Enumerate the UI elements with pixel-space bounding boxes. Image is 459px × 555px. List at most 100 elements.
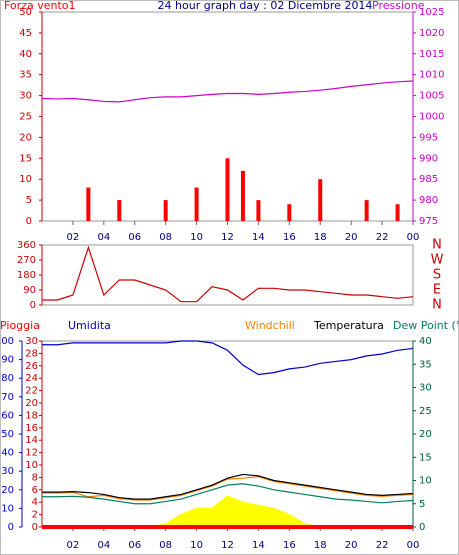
tick-label: 25	[419, 406, 432, 417]
x-tick-label: 02	[67, 540, 80, 551]
tick-label: 4	[32, 497, 38, 508]
x-tick-label: 08	[159, 232, 172, 243]
tick-label: 360	[17, 240, 36, 251]
bar	[318, 179, 323, 221]
bar	[287, 204, 292, 221]
series-label: Pioggia	[0, 319, 40, 332]
tick-label: 1010	[419, 70, 444, 81]
tick-label: 0	[32, 522, 38, 533]
tick-label: 30	[1, 466, 14, 477]
tick-label: 985	[419, 174, 438, 185]
tick-label: 35	[419, 359, 432, 370]
x-tick-label: 00	[407, 540, 420, 551]
x-tick-label: 18	[314, 540, 327, 551]
x-tick-label: 12	[221, 232, 234, 243]
tick-label: 14	[25, 435, 38, 446]
tick-label: 980	[419, 195, 438, 206]
tick-label: 270	[17, 255, 36, 266]
tick-label: 90	[1, 355, 14, 366]
bar	[240, 170, 245, 221]
tick-label: 30	[419, 383, 432, 394]
series-label: Windchill	[245, 319, 295, 332]
tick-label: 6	[32, 485, 38, 496]
line	[41, 80, 414, 103]
tick-label: 26	[25, 361, 38, 372]
x-tick-label: 08	[159, 540, 172, 551]
tick-label: 50	[19, 7, 32, 18]
tick-label: 20	[1, 485, 14, 496]
x-tick-label: 06	[128, 540, 141, 551]
tick-label: 22	[25, 386, 38, 397]
tick-label: 40	[1, 448, 14, 459]
bar	[117, 200, 122, 221]
tick-label: 15	[19, 153, 32, 164]
bar	[163, 200, 168, 221]
bar	[256, 200, 261, 221]
x-tick-label: 10	[190, 540, 203, 551]
x-tick-label: 02	[67, 232, 80, 243]
x-tick-label: 04	[97, 232, 110, 243]
tick-label: 20	[419, 429, 432, 440]
x-tick-label: 14	[252, 232, 265, 243]
tick-label: 24	[25, 373, 38, 384]
tick-label: 0	[8, 522, 14, 533]
tick-label: 35	[19, 70, 32, 81]
tick-label: N	[432, 238, 442, 253]
tick-label: 70	[1, 392, 14, 403]
line	[42, 476, 414, 501]
tick-label: 45	[19, 28, 32, 39]
x-tick-label: 20	[345, 232, 358, 243]
tick-label: 5	[419, 499, 425, 510]
x-tick-label: 22	[376, 232, 389, 243]
series-label: Dew Point (°C	[393, 319, 459, 332]
tick-label: 10	[419, 476, 432, 487]
series-label: Umidita	[68, 319, 111, 332]
x-tick-label: 06	[128, 232, 141, 243]
tick-label: 20	[25, 398, 38, 409]
x-tick-label: 14	[252, 540, 265, 551]
tick-label: 975	[419, 216, 438, 227]
line	[42, 245, 414, 303]
x-tick-label: 00	[407, 232, 420, 243]
tick-label: 8	[32, 472, 38, 483]
series-label: Temperatura	[313, 319, 384, 332]
bar	[86, 187, 91, 221]
tick-label: 30	[19, 91, 32, 102]
line	[42, 340, 414, 376]
tick-label: 1025	[419, 7, 444, 18]
tick-label: 1015	[419, 49, 444, 60]
tick-label: N	[432, 298, 442, 313]
x-tick-label: 10	[190, 232, 203, 243]
series-label: Pressione	[372, 0, 425, 12]
tick-label: 12	[25, 448, 38, 459]
line	[42, 473, 414, 500]
tick-label: 180	[17, 270, 36, 281]
bar	[395, 204, 400, 221]
x-tick-label: 12	[221, 540, 234, 551]
tick-label: 0	[26, 216, 32, 227]
tick-label: E	[433, 283, 441, 298]
tick-label: 0	[30, 300, 36, 311]
tick-label: 1005	[419, 91, 444, 102]
tick-label: 16	[25, 423, 38, 434]
tick-label: 1020	[419, 28, 444, 39]
tick-label: 10	[19, 174, 32, 185]
tick-label: 10	[25, 460, 38, 471]
bar	[225, 158, 230, 221]
tick-label: W	[431, 253, 444, 268]
x-tick-label: 16	[283, 540, 296, 551]
tick-label: 60	[1, 410, 14, 421]
line	[42, 483, 414, 505]
tick-label: 15	[419, 452, 432, 463]
bar	[364, 200, 369, 221]
tick-label: 30	[25, 336, 38, 347]
tick-label: 40	[419, 336, 432, 347]
tick-label: S	[433, 268, 441, 283]
tick-label: 100	[0, 336, 14, 347]
tick-label: 10	[1, 503, 14, 514]
tick-label: 990	[419, 153, 438, 164]
x-tick-label: 16	[283, 232, 296, 243]
x-tick-label: 20	[345, 540, 358, 551]
